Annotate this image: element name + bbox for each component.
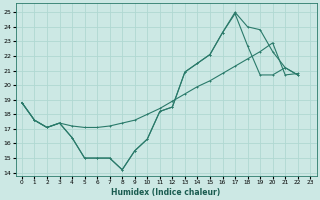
X-axis label: Humidex (Indice chaleur): Humidex (Indice chaleur) <box>111 188 221 197</box>
